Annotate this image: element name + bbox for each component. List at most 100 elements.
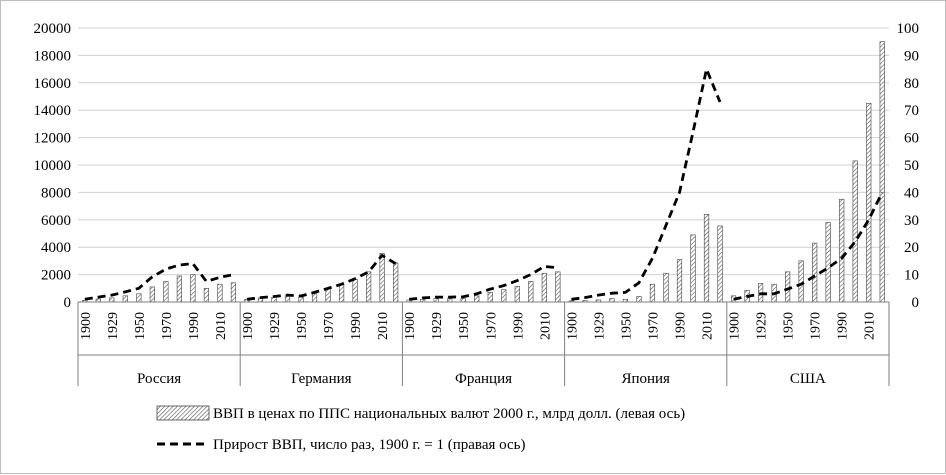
right-tick-label: 90 [904, 48, 919, 64]
year-tick-label: 1990 [673, 312, 688, 340]
left-tick-label: 0 [64, 295, 72, 311]
gdp-bar [366, 271, 372, 303]
gdp-bar [690, 234, 696, 303]
year-tick-label: 1970 [484, 312, 499, 340]
year-tick-label: 2010 [863, 312, 878, 340]
gdp-bar [217, 283, 223, 303]
legend: ВВП в ценах по ППС национальных валют 20… [156, 405, 685, 453]
gdp-bar [487, 292, 493, 303]
gdp-bar [190, 274, 196, 303]
right-tick-label: 80 [904, 76, 919, 92]
left-tick-label: 8000 [41, 185, 71, 201]
gdp-bar [649, 283, 656, 303]
left-tick-label: 14000 [34, 103, 72, 119]
gdp-bar [474, 295, 480, 303]
country-label: Франция [455, 371, 512, 387]
legend-bars-label: ВВП в ценах по ППС национальных валют 20… [213, 406, 685, 422]
country-label: Россия [137, 371, 181, 387]
year-tick-label: 1900 [403, 312, 418, 340]
year-tick-label: 1900 [728, 312, 743, 340]
year-tick-label: 1929 [430, 312, 445, 340]
gdp-bar [176, 275, 182, 303]
gdp-bar [109, 297, 115, 303]
legend-line-label: Прирост ВВП, число раз, 1900 г. = 1 (пра… [213, 437, 526, 453]
year-tick-label: 2010 [538, 312, 553, 340]
year-tick-label: 2010 [214, 312, 229, 340]
gdp-bar [663, 272, 669, 303]
year-tick-label: 1929 [755, 312, 770, 340]
year-tick-label: 1950 [782, 312, 797, 340]
gridlines [78, 27, 889, 276]
gdp-bar [230, 282, 237, 303]
gdp-bar [825, 222, 831, 303]
right-tick-label: 50 [904, 158, 919, 174]
growth-line [409, 265, 558, 301]
gdp-bar [393, 262, 399, 303]
right-tick-label: 100 [897, 21, 920, 37]
year-tick-label: 1900 [241, 312, 256, 340]
country-label: Япония [621, 371, 670, 387]
gdp-bar [298, 296, 304, 303]
gdp-bar [338, 283, 345, 303]
year-tick-label: 1990 [349, 312, 364, 340]
year-tick-label: 1950 [133, 312, 148, 340]
gdp-bar [812, 242, 818, 303]
gdp-bar [785, 271, 791, 303]
left-tick-label: 2000 [41, 268, 71, 284]
gdp-bar [136, 293, 142, 303]
year-tick-label: 1970 [646, 312, 661, 340]
year-tick-label: 1950 [295, 312, 310, 340]
gdp-bars [82, 41, 885, 303]
right-tick-label: 40 [904, 185, 919, 201]
right-tick-label: 0 [912, 295, 920, 311]
gdp-bar [866, 103, 872, 303]
growth-line [246, 254, 397, 301]
year-tick-label: 1950 [619, 312, 634, 340]
right-tick-label: 60 [904, 131, 919, 147]
year-tick-label: 1970 [160, 312, 175, 340]
left-tick-label: 12000 [34, 131, 72, 147]
gdp-bar [798, 260, 804, 303]
gdp-bar [284, 295, 291, 303]
growth-line [571, 67, 722, 301]
gdp-bar [541, 272, 547, 303]
year-tick-label: 2010 [701, 312, 716, 340]
right-tick-label: 20 [904, 240, 919, 256]
gdp-bar [379, 253, 385, 303]
gdp-bar [555, 271, 561, 303]
gdp-bar [676, 259, 683, 303]
gdp-bar [271, 296, 277, 303]
growth-line [84, 262, 234, 301]
left-tick-label: 6000 [41, 213, 71, 229]
year-tick-label: 1950 [457, 312, 472, 340]
gdp-bar [501, 289, 507, 303]
country-label: Германия [291, 371, 352, 387]
country-label: США [790, 371, 826, 387]
gdp-bar [163, 281, 169, 303]
gdp-bar [352, 279, 358, 303]
right-tick-label: 70 [904, 103, 919, 119]
legend-bar-swatch [156, 405, 210, 421]
left-tick-label: 16000 [34, 76, 72, 92]
gdp-bar [433, 298, 439, 303]
year-tick-label: 1900 [79, 312, 94, 340]
left-tick-label: 18000 [34, 48, 72, 64]
growth-line [733, 191, 884, 301]
left-tick-label: 20000 [34, 21, 72, 37]
right-tick-label: 10 [904, 268, 919, 284]
left-tick-label: 4000 [41, 240, 71, 256]
gdp-bar [203, 287, 210, 303]
gdp-bar [636, 296, 642, 303]
year-tick-label: 1900 [565, 312, 580, 340]
year-tick-label: 1970 [322, 312, 337, 340]
gdp-bar [879, 41, 885, 303]
year-tick-label: 2010 [376, 312, 391, 340]
year-tick-label: 1990 [511, 312, 526, 340]
year-tick-label: 1929 [592, 312, 607, 340]
gdp-bar [717, 225, 723, 303]
year-tick-label: 1929 [106, 312, 121, 340]
year-tick-label: 1990 [187, 312, 202, 340]
left-tick-label: 10000 [34, 158, 72, 174]
